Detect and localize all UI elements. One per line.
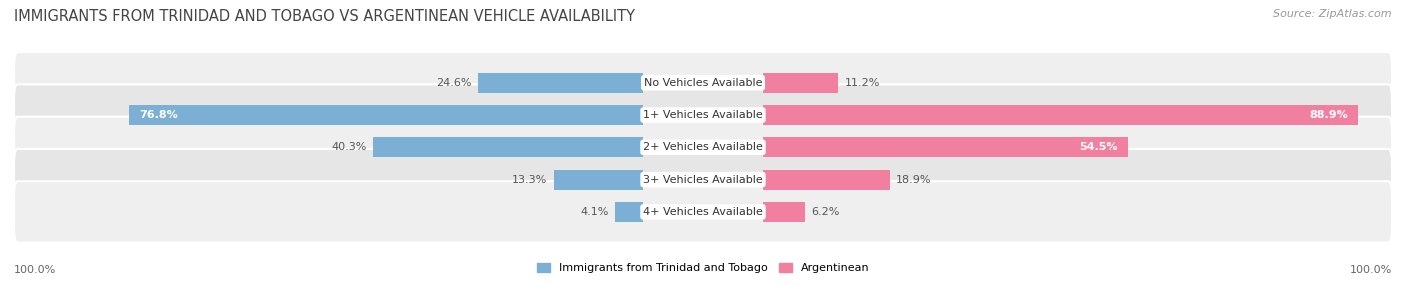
Bar: [478, 73, 643, 93]
Text: 3+ Vehicles Available: 3+ Vehicles Available: [643, 175, 763, 185]
Text: 100.0%: 100.0%: [14, 265, 56, 275]
FancyBboxPatch shape: [14, 52, 1392, 114]
Legend: Immigrants from Trinidad and Tobago, Argentinean: Immigrants from Trinidad and Tobago, Arg…: [537, 263, 869, 273]
Text: 76.8%: 76.8%: [139, 110, 179, 120]
Bar: [129, 105, 643, 125]
Bar: [763, 73, 838, 93]
Text: 18.9%: 18.9%: [896, 175, 932, 185]
Bar: [616, 202, 643, 222]
Text: 13.3%: 13.3%: [512, 175, 547, 185]
Text: 88.9%: 88.9%: [1309, 110, 1348, 120]
Text: 4+ Vehicles Available: 4+ Vehicles Available: [643, 207, 763, 217]
Bar: [763, 170, 890, 190]
Text: Source: ZipAtlas.com: Source: ZipAtlas.com: [1274, 9, 1392, 19]
Text: No Vehicles Available: No Vehicles Available: [644, 78, 762, 88]
Bar: [763, 105, 1358, 125]
Text: 4.1%: 4.1%: [581, 207, 609, 217]
Bar: [763, 202, 804, 222]
Text: 54.5%: 54.5%: [1080, 142, 1118, 152]
Text: 100.0%: 100.0%: [1350, 265, 1392, 275]
FancyBboxPatch shape: [14, 181, 1392, 243]
Bar: [373, 137, 643, 157]
Text: 40.3%: 40.3%: [332, 142, 367, 152]
FancyBboxPatch shape: [14, 149, 1392, 210]
Text: 2+ Vehicles Available: 2+ Vehicles Available: [643, 142, 763, 152]
Text: 11.2%: 11.2%: [845, 78, 880, 88]
FancyBboxPatch shape: [14, 84, 1392, 146]
Text: 6.2%: 6.2%: [811, 207, 839, 217]
Text: 1+ Vehicles Available: 1+ Vehicles Available: [643, 110, 763, 120]
Bar: [763, 137, 1128, 157]
FancyBboxPatch shape: [14, 117, 1392, 178]
Text: 24.6%: 24.6%: [436, 78, 471, 88]
Text: IMMIGRANTS FROM TRINIDAD AND TOBAGO VS ARGENTINEAN VEHICLE AVAILABILITY: IMMIGRANTS FROM TRINIDAD AND TOBAGO VS A…: [14, 9, 636, 23]
Bar: [554, 170, 643, 190]
